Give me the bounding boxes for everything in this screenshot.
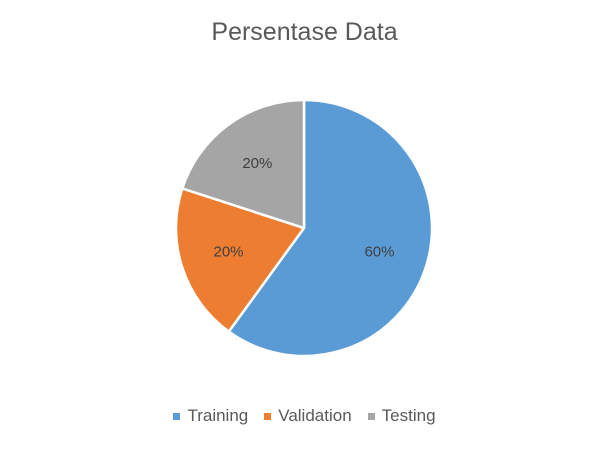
legend-label-training: Training xyxy=(187,406,249,425)
chart-title: Persentase Data xyxy=(211,18,398,46)
pie-slice-training xyxy=(227,98,434,358)
legend-item-training: Training xyxy=(173,406,248,426)
legend: Training Validation Testing xyxy=(0,406,609,426)
pie-slices xyxy=(174,98,434,358)
data-label-validation: 20% xyxy=(214,243,244,260)
legend-swatch-validation xyxy=(264,412,272,420)
legend-label-testing: Testing xyxy=(381,406,436,425)
legend-swatch-testing xyxy=(367,412,375,420)
pie-slice-testing xyxy=(181,98,306,230)
legend-label-validation: Validation xyxy=(278,406,352,425)
data-label-testing: 20% xyxy=(242,155,272,172)
legend-item-testing: Testing xyxy=(367,406,436,426)
data-label-training: 60% xyxy=(364,243,394,260)
legend-swatch-training xyxy=(173,412,181,420)
pie-slice-validation xyxy=(174,187,306,333)
legend-item-validation: Validation xyxy=(264,406,352,426)
pie-labels: 60% 20% 20% xyxy=(214,155,395,261)
